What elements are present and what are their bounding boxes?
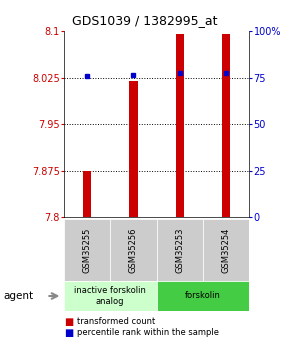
Text: GSM35256: GSM35256	[129, 227, 138, 273]
Text: ■: ■	[64, 328, 73, 338]
Bar	[64, 281, 157, 310]
Text: GSM35255: GSM35255	[82, 227, 92, 273]
Text: ■: ■	[64, 317, 73, 326]
Bar	[176, 34, 184, 217]
Bar	[129, 81, 137, 217]
Bar	[64, 219, 110, 281]
Text: percentile rank within the sample: percentile rank within the sample	[77, 328, 219, 337]
Text: forskolin: forskolin	[185, 291, 221, 300]
Text: GDS1039 / 1382995_at: GDS1039 / 1382995_at	[72, 14, 218, 27]
Bar	[157, 281, 249, 310]
Bar	[157, 219, 203, 281]
Bar	[110, 219, 157, 281]
Bar	[203, 219, 249, 281]
Text: agent: agent	[3, 291, 33, 301]
Text: GSM35253: GSM35253	[175, 227, 184, 273]
Bar	[222, 34, 230, 217]
Text: inactive forskolin
analog: inactive forskolin analog	[74, 286, 146, 306]
Bar	[83, 171, 91, 217]
Text: GSM35254: GSM35254	[222, 227, 231, 273]
Text: transformed count: transformed count	[77, 317, 155, 326]
